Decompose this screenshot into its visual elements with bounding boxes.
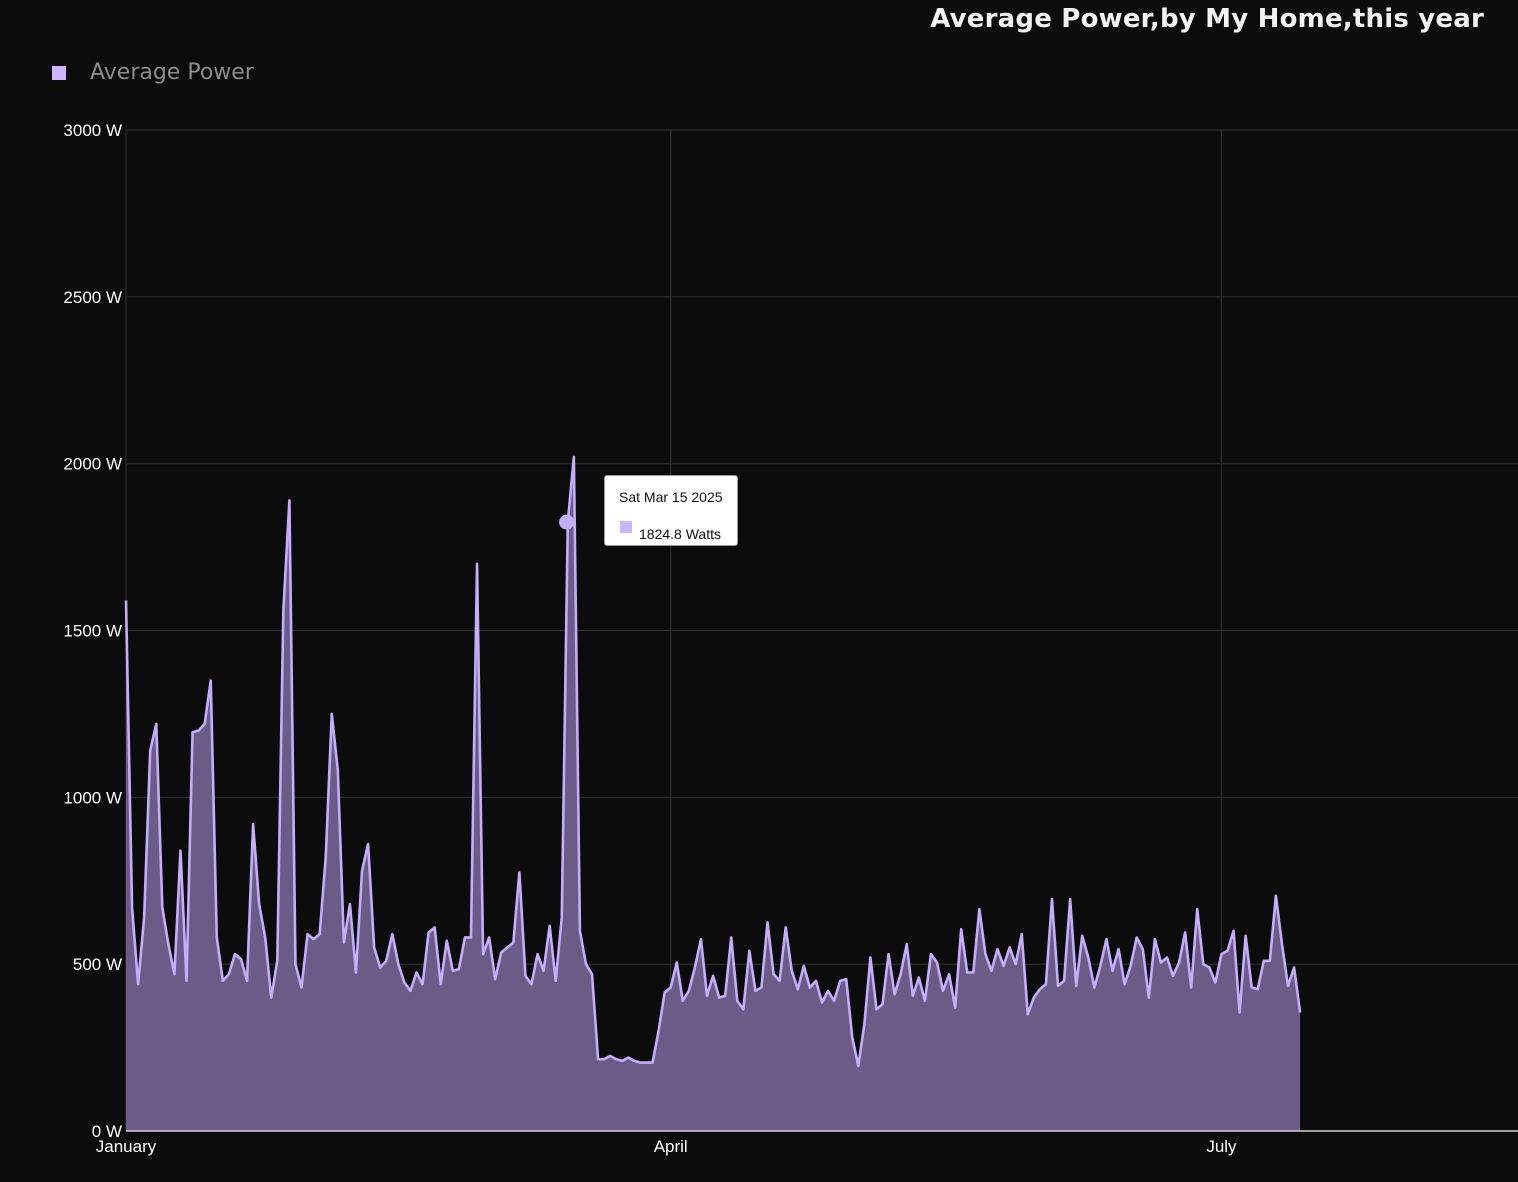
data-points <box>125 456 1301 1066</box>
y-tick-label: 1000 W <box>63 788 122 807</box>
series-area-fill <box>126 456 1301 1131</box>
legend[interactable]: Average Power <box>52 60 254 85</box>
y-tick-label: 500 W <box>73 955 122 974</box>
y-tick-label: 0 W <box>92 1122 122 1141</box>
y-axis-ticks: 0 W 500 W 1000 W 1500 W 2000 W 2500 W 3000 W <box>63 121 122 1141</box>
x-tick-label: January <box>96 1137 157 1156</box>
tooltip-date: Sat Mar 15 2025 <box>619 489 723 505</box>
x-axis-ticks: January April July <box>96 1137 1237 1156</box>
x-tick-label: July <box>1206 1137 1237 1156</box>
x-tick-label: April <box>654 1137 688 1156</box>
legend-label: Average Power <box>90 60 254 85</box>
chart-title: Average Power,by My Home,this year <box>930 4 1484 34</box>
y-tick-label: 2500 W <box>63 288 122 307</box>
tooltip-value: 1824.8 Watts <box>639 526 721 542</box>
y-tick-label: 3000 W <box>63 121 122 140</box>
legend-swatch <box>52 65 66 80</box>
tooltip-swatch <box>620 521 632 533</box>
tooltip: Sat Mar 15 2025 1824.8 Watts <box>604 475 738 546</box>
y-tick-label: 1500 W <box>63 622 122 641</box>
y-tick-label: 2000 W <box>63 455 122 474</box>
series-line <box>124 455 1302 1068</box>
highlighted-point[interactable] <box>559 514 575 530</box>
